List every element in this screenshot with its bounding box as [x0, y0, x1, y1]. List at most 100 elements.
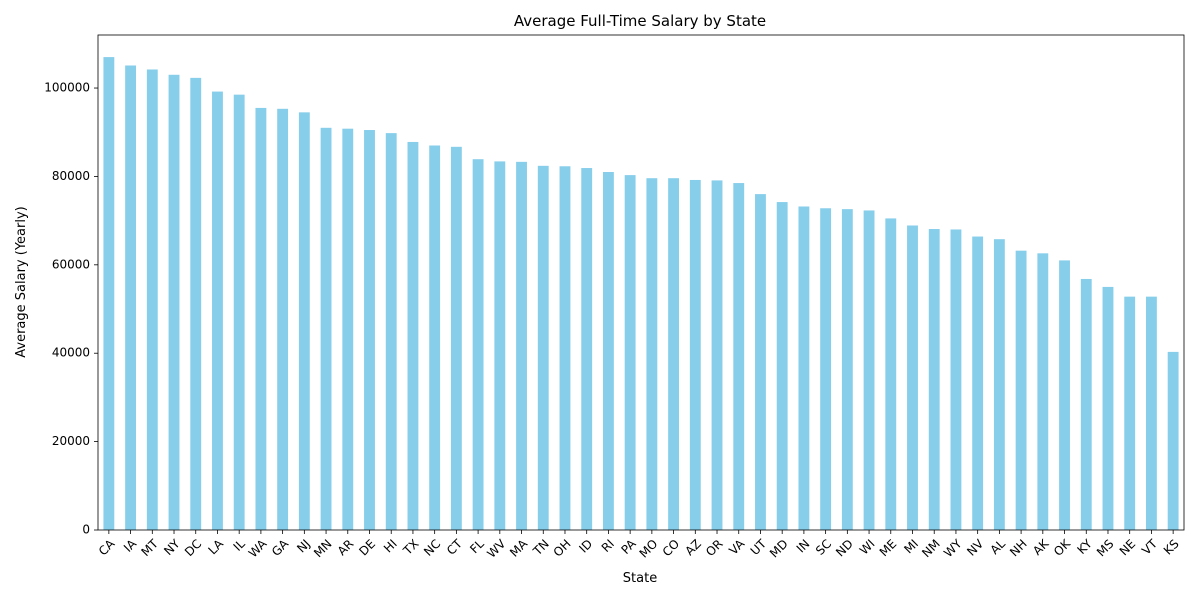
x-tick-label: VT: [1139, 536, 1160, 557]
x-tick-label: OR: [703, 537, 725, 559]
x-tick-label: MS: [1094, 537, 1117, 560]
plot-frame: [97, 34, 1185, 531]
bar-ar: [342, 128, 354, 531]
chart-title: Average Full-Time Salary by State: [514, 12, 766, 30]
bar-ne: [1124, 296, 1136, 530]
x-tick-label: SC: [813, 537, 834, 558]
bar-wy: [950, 229, 962, 530]
bar-nh: [1015, 250, 1027, 530]
bar-ky: [1080, 278, 1092, 530]
x-tick-label: CT: [444, 536, 465, 557]
bar-ks: [1167, 351, 1179, 530]
x-tick-label: ND: [833, 537, 856, 560]
x-tick-label: OH: [551, 537, 574, 560]
bar-me: [885, 218, 897, 531]
x-tick-label: WV: [484, 536, 509, 561]
bar-fl: [472, 159, 484, 531]
x-tick-label: CO: [660, 537, 683, 560]
x-tick-label: OK: [1051, 536, 1074, 559]
x-tick-label: AL: [988, 536, 1009, 557]
x-tick-label: TN: [530, 537, 552, 559]
bar-la: [212, 91, 223, 531]
x-tick-label: AR: [335, 537, 357, 559]
bar-sc: [820, 208, 832, 530]
bar-pa: [624, 175, 636, 531]
bars-layer: [103, 57, 1179, 531]
bar-ut: [755, 194, 766, 530]
bar-in: [798, 206, 810, 530]
bar-ia: [125, 65, 137, 530]
bar-wv: [494, 161, 506, 530]
bar-ma: [516, 161, 527, 530]
bar-vt: [1145, 296, 1157, 530]
bar-mn: [320, 127, 332, 530]
x-tick-label: DE: [356, 537, 378, 559]
x-tick-label: MD: [767, 537, 791, 561]
x-tick-label: MT: [138, 536, 161, 559]
bar-wa: [255, 107, 267, 531]
y-tick-label: 0: [82, 523, 90, 537]
x-tick-label: KS: [1161, 537, 1182, 558]
bar-wi: [863, 210, 875, 530]
x-tick-label: GA: [269, 536, 292, 559]
x-tick-label: CA: [96, 536, 118, 558]
bar-mt: [146, 69, 158, 531]
x-tick-label: NJ: [294, 537, 313, 556]
x-tick-label: AZ: [682, 537, 704, 559]
x-tick-label: WA: [246, 536, 270, 560]
bar-ny: [168, 74, 180, 530]
x-tick-label: ME: [877, 537, 900, 560]
x-tick-label: NE: [1117, 537, 1139, 559]
bar-ri: [602, 172, 614, 531]
x-tick-label: VA: [726, 536, 748, 558]
bar-id: [581, 168, 593, 530]
bar-ok: [1059, 260, 1070, 530]
x-tick-label: NM: [919, 537, 943, 561]
x-tick-label: NH: [1007, 537, 1030, 560]
bar-az: [689, 179, 701, 530]
bar-tn: [537, 165, 549, 531]
y-axis-label: Average Salary (Yearly): [14, 206, 29, 357]
bar-nv: [972, 236, 984, 531]
x-tick-label: PA: [618, 536, 639, 557]
x-tick-label: WI: [857, 537, 878, 558]
bar-de: [364, 130, 375, 530]
x-tick-label: NY: [161, 536, 183, 558]
x-tick-label: MA: [507, 536, 531, 560]
bar-ca: [103, 57, 115, 531]
bar-nj: [298, 112, 310, 530]
x-tick-label: IN: [794, 537, 813, 556]
x-tick-label: KY: [1075, 536, 1096, 557]
bar-il: [233, 94, 245, 531]
x-tick-label: NC: [421, 537, 443, 559]
x-tick-label: ID: [576, 537, 595, 556]
bar-ak: [1037, 253, 1049, 530]
bar-tx: [407, 141, 419, 530]
bar-or: [711, 180, 723, 530]
bar-mo: [646, 178, 658, 531]
y-tick-label: 60000: [52, 257, 90, 271]
x-tick-label: MI: [901, 537, 921, 557]
x-tick-label: DC: [182, 537, 204, 559]
bar-ms: [1102, 286, 1114, 530]
x-tick-label: HI: [381, 537, 400, 556]
bar-mi: [907, 225, 918, 530]
x-tick-label: MO: [637, 537, 661, 561]
x-axis-label: State: [623, 571, 657, 586]
bar-dc: [190, 77, 202, 530]
bar-nc: [429, 145, 441, 530]
bar-hi: [385, 133, 397, 530]
x-tick-label: FL: [467, 536, 487, 556]
y-tick-label: 40000: [52, 346, 90, 360]
bar-al: [993, 239, 1005, 530]
x-tick-label: RI: [599, 537, 617, 555]
bar-ct: [450, 146, 462, 531]
bar-va: [733, 183, 745, 530]
x-tick-label: MN: [311, 537, 335, 561]
bar-md: [776, 202, 788, 530]
y-tick-label: 20000: [52, 434, 90, 448]
x-tick-label: AK: [1030, 536, 1052, 558]
bar-nm: [928, 229, 940, 530]
bar-nd: [841, 209, 853, 531]
